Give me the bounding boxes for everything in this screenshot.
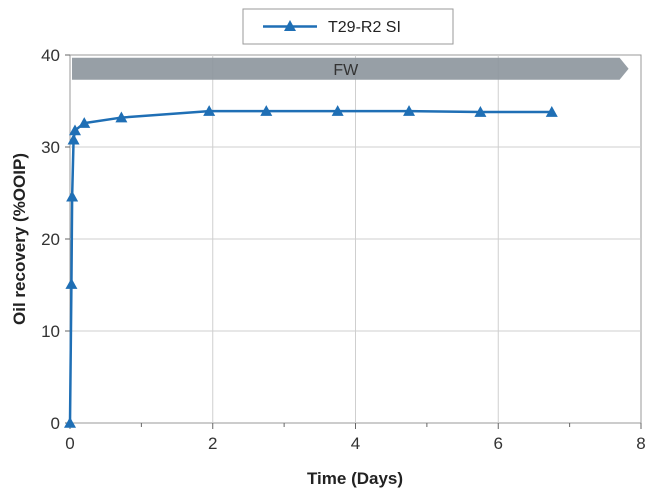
data-point-marker [78, 117, 91, 128]
data-point-marker [65, 278, 78, 289]
x-axis-ticks: 0 2 4 6 8 [65, 423, 646, 453]
data-point-marker [474, 106, 487, 117]
data-point-marker [66, 190, 79, 202]
x-tick-label: 8 [636, 434, 645, 453]
x-tick-label: 0 [65, 434, 74, 453]
data-point-marker [64, 417, 76, 428]
legend: T29-R2 SI [242, 8, 454, 45]
y-tick-label: 40 [41, 46, 60, 65]
legend-series-label: T29-R2 SI [328, 19, 401, 36]
y-axis-title: Oil recovery (%OOIP) [10, 153, 29, 325]
data-point-marker [260, 105, 273, 116]
x-tick-label: 6 [494, 434, 503, 453]
fw-band: FW [72, 57, 629, 80]
x-axis-title: Time (Days) [307, 469, 403, 488]
data-point-marker [115, 111, 128, 123]
y-axis-ticks: 0 10 20 30 40 [41, 46, 70, 433]
grid-lines [70, 55, 641, 423]
fw-arrow-band [72, 57, 629, 80]
legend-swatch-marker [284, 20, 296, 31]
series-layer [64, 105, 558, 428]
data-point-marker [545, 106, 558, 117]
data-point-marker [203, 105, 216, 116]
y-tick-label: 30 [41, 138, 60, 157]
data-point-marker [403, 105, 416, 116]
data-point-marker [331, 105, 344, 116]
x-tick-label: 4 [351, 434, 360, 453]
y-tick-label: 20 [41, 230, 60, 249]
fw-band-label: FW [333, 62, 359, 79]
data-point-marker [68, 124, 81, 136]
y-tick-label: 0 [51, 414, 60, 433]
data-point-marker [67, 133, 80, 145]
y-tick-label: 10 [41, 322, 60, 341]
x-tick-label: 2 [208, 434, 217, 453]
